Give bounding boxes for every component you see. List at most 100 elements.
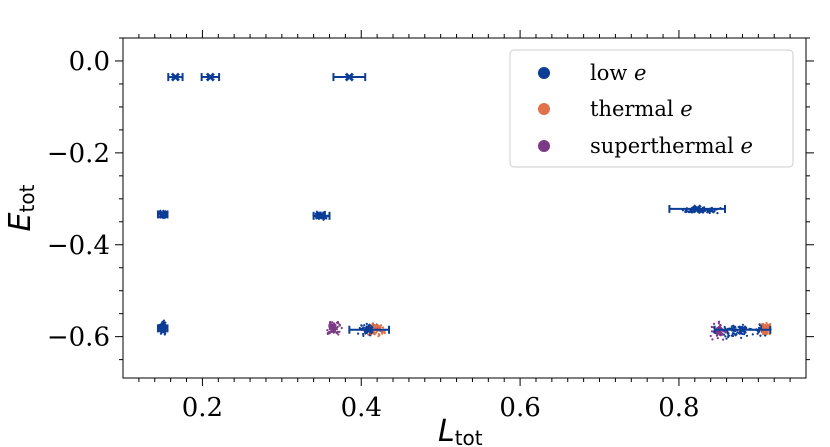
legend-label-thermal-e: thermal e bbox=[590, 97, 693, 121]
scatter-point bbox=[363, 324, 366, 327]
scatter-point bbox=[687, 211, 691, 214]
errorbar-marker bbox=[713, 325, 772, 335]
scatter-point bbox=[338, 330, 341, 333]
errorbar-marker bbox=[156, 209, 169, 219]
scatter-point bbox=[373, 326, 376, 329]
scatter-point bbox=[759, 334, 762, 337]
legend-marker-thermal-e bbox=[538, 103, 550, 115]
scatter-point bbox=[340, 326, 343, 330]
scatter-point bbox=[382, 326, 385, 329]
scatter-point bbox=[762, 326, 765, 330]
y-axis-label-sub: tot bbox=[15, 184, 39, 212]
scatter-point bbox=[716, 337, 719, 340]
scatter-point bbox=[723, 325, 726, 329]
y-tick-label: −0.6 bbox=[47, 323, 110, 353]
scatter-point bbox=[360, 324, 363, 327]
scatter-point bbox=[381, 331, 384, 334]
scatter-point bbox=[741, 323, 745, 326]
scatter-point bbox=[336, 320, 339, 324]
x-tick-label: 0.4 bbox=[341, 393, 382, 423]
scatter-point bbox=[365, 322, 368, 325]
scatter-point bbox=[164, 332, 167, 335]
scatter-point bbox=[330, 326, 333, 329]
scatter-point bbox=[362, 334, 365, 337]
scatter-point bbox=[378, 326, 381, 330]
scatter-point bbox=[730, 325, 733, 328]
errorbar-marker bbox=[312, 211, 331, 221]
scatter-point bbox=[357, 332, 360, 335]
legend-label-thermal-e-var: e bbox=[680, 97, 692, 121]
legend-label-low-e-var: e bbox=[634, 61, 646, 85]
scatter-point bbox=[727, 335, 730, 339]
scatter-point bbox=[725, 337, 728, 340]
legend-label-superthermal-e-var: e bbox=[740, 134, 752, 158]
y-axis-label-main: E bbox=[3, 212, 38, 231]
svg-text:Ltot: Ltot bbox=[438, 414, 483, 447]
errorbar-markers-layer bbox=[156, 72, 772, 335]
scatter-point bbox=[326, 329, 329, 332]
scatter-point bbox=[703, 209, 707, 212]
scatter-point bbox=[685, 209, 688, 212]
scatter-point bbox=[735, 333, 738, 336]
scatter-point bbox=[383, 330, 386, 333]
legend-label-superthermal-e-text: superthermal bbox=[590, 134, 740, 158]
scatter-point bbox=[767, 326, 770, 329]
plot-frame bbox=[122, 37, 807, 379]
legend-box bbox=[509, 49, 794, 168]
errorbar-marker bbox=[668, 204, 726, 214]
scatter-point bbox=[761, 331, 764, 334]
x-axis-label: Ltot bbox=[438, 414, 483, 447]
scatter-point bbox=[726, 332, 730, 335]
scatter-point bbox=[367, 333, 370, 336]
scatter-point bbox=[711, 338, 714, 341]
scatter-point bbox=[764, 331, 767, 334]
scatter-point bbox=[709, 334, 712, 338]
x-tick-label: 0.2 bbox=[182, 393, 223, 423]
scatter-point bbox=[734, 326, 737, 329]
scatter-point bbox=[724, 331, 728, 334]
scatter-point bbox=[338, 324, 341, 327]
scatter-point bbox=[367, 324, 370, 327]
scatter-point bbox=[336, 330, 339, 333]
scatter-point bbox=[711, 209, 714, 212]
scatter-point bbox=[375, 324, 378, 327]
scatter-point bbox=[757, 331, 760, 334]
scatter-point bbox=[722, 338, 725, 341]
y-tick-label: 0.0 bbox=[69, 47, 110, 77]
scatter-point bbox=[710, 330, 714, 333]
scatter-point bbox=[717, 331, 720, 334]
y-axis-label: Etot bbox=[3, 184, 39, 231]
errorbar-marker bbox=[348, 325, 391, 335]
legend-label-thermal-e-text: thermal bbox=[590, 97, 680, 121]
scatter-point bbox=[769, 323, 772, 326]
scatter-point bbox=[740, 336, 743, 339]
scatter-point bbox=[741, 332, 744, 336]
scatter-point bbox=[358, 326, 361, 330]
scatter-point bbox=[716, 334, 719, 337]
scatter-point bbox=[710, 325, 713, 329]
scatter-point bbox=[328, 331, 332, 334]
scatter-point bbox=[766, 330, 769, 333]
scatter-point bbox=[702, 209, 705, 213]
scatter-point bbox=[758, 326, 761, 330]
scatter-point bbox=[377, 333, 380, 336]
scatter-point bbox=[733, 332, 736, 335]
x-axis-label-main: L bbox=[438, 414, 455, 447]
scatter-point bbox=[745, 334, 749, 337]
errorbar-marker bbox=[156, 323, 169, 333]
scatter-point bbox=[378, 324, 381, 328]
scatter-point bbox=[712, 322, 716, 325]
scatter-point bbox=[315, 217, 318, 220]
scatter-points-layer bbox=[157, 206, 772, 341]
scatter-point bbox=[751, 333, 754, 336]
scatter-point bbox=[337, 333, 340, 336]
scatter-point bbox=[717, 322, 720, 325]
scatter-point bbox=[333, 324, 337, 327]
y-tick-label: −0.2 bbox=[47, 139, 110, 169]
y-tick-label: −0.4 bbox=[47, 231, 110, 261]
legend: low e thermal e superthermal e bbox=[509, 49, 794, 168]
scatter-point bbox=[720, 333, 723, 336]
scatter-point bbox=[333, 330, 337, 333]
scatter-point bbox=[758, 323, 761, 326]
scatter-point bbox=[762, 322, 765, 326]
